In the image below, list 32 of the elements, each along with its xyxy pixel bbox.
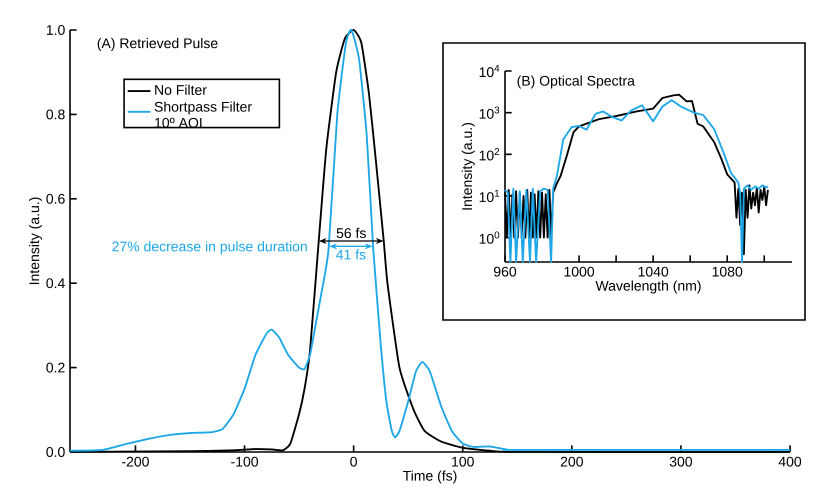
y-tick-label: 10$^{4}$ [480, 64, 500, 78]
legend-label: No Filter [155, 84, 207, 95]
x-tick-label: 960 [494, 266, 516, 277]
chart-title: (B) Optical Spectra [518, 75, 635, 89]
y-tick-label: 10$^{1}$ [480, 190, 500, 202]
annotation: 56 fs [336, 228, 366, 238]
x-tick-label: 400 [778, 456, 802, 467]
x-tick-label: 1000 [564, 266, 594, 277]
y-tick-label: 0.8 [46, 109, 65, 120]
x-axis-title: Wavelength (nm) [596, 280, 701, 294]
x-tick-label: 300 [670, 456, 692, 467]
y-tick-label: 0.6 [46, 194, 65, 204]
y-axis-title: Intensity (a.u.) [462, 123, 475, 210]
x-tick-label: 200 [560, 456, 583, 467]
annotation: 41 fs [336, 249, 366, 260]
y-tick-label: 10$^{0}$ [480, 231, 500, 244]
x-axis-title: Time (fs) [402, 470, 456, 484]
x-tick-label: 0 [350, 456, 357, 467]
y-tick-label: 1.0 [46, 25, 65, 35]
text: (A) Retrieved Pulse [98, 38, 218, 51]
x-tick-label: -100 [231, 456, 258, 467]
y-tick-label: 0.0 [46, 447, 65, 457]
y-axis-title: Intensity (a.u.) [28, 198, 42, 284]
y-tick-label: 10$^{2}$ [480, 148, 500, 160]
annotation: 27% decrease in pulse duration [112, 241, 307, 254]
y-tick-label: 0.2 [46, 362, 65, 373]
y-tick-label: 10$^{3}$ [480, 106, 500, 119]
x-tick-label: 1040 [638, 266, 668, 277]
y-tick-label: 0.4 [46, 278, 65, 288]
x-tick-label: -200 [122, 456, 149, 467]
x-tick-label: 100 [452, 456, 474, 467]
x-tick-label: 1080 [712, 266, 742, 277]
